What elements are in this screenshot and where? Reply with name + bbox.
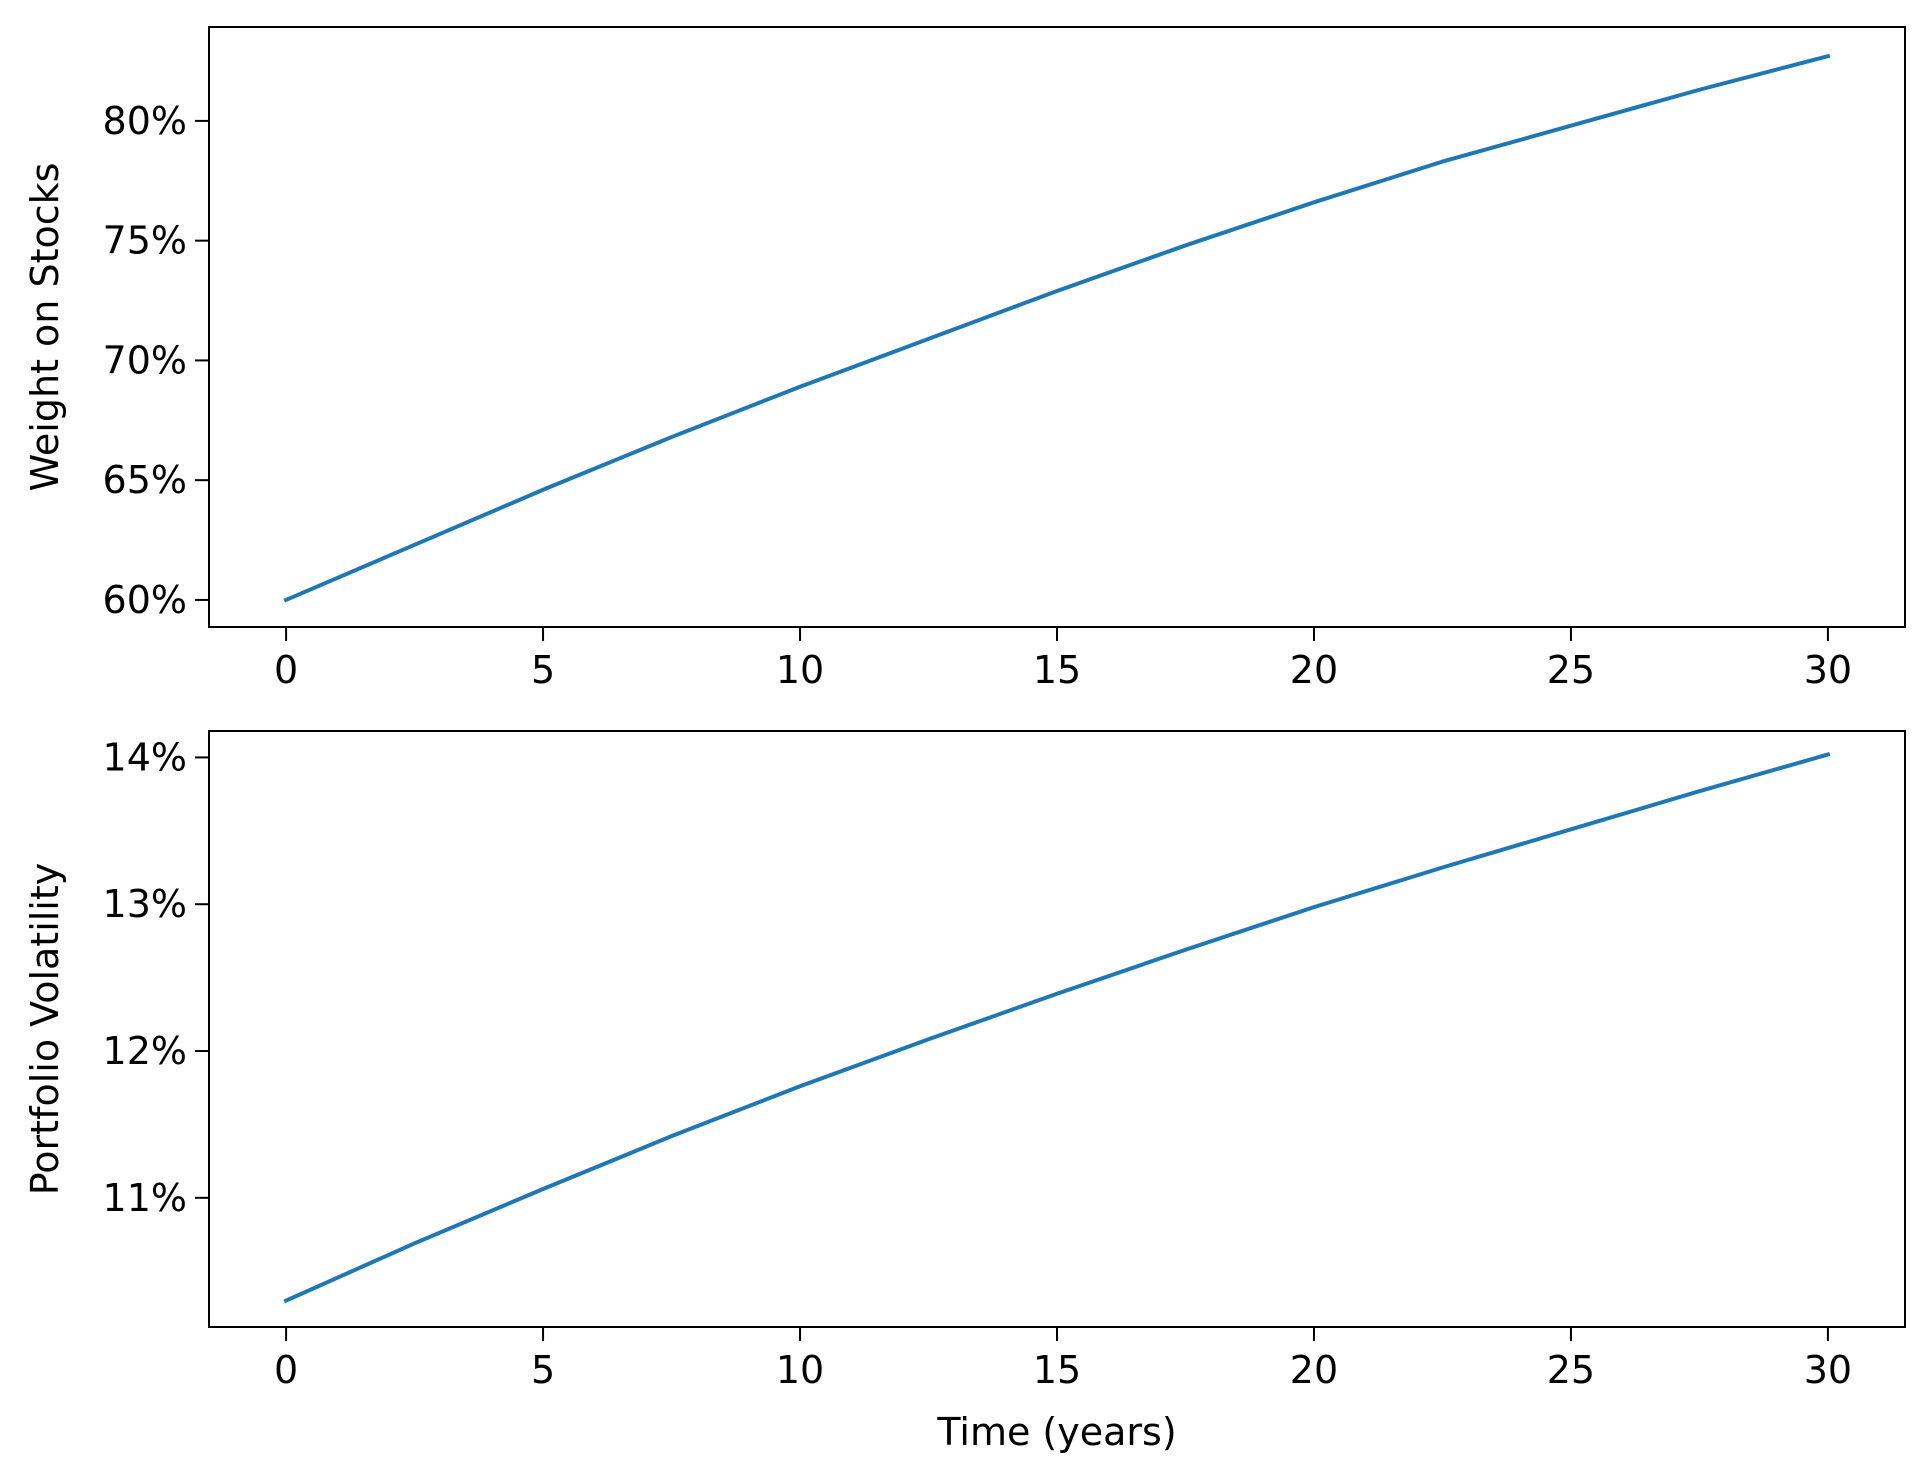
y-tick-label: 11% — [103, 1176, 187, 1220]
axes-frame — [208, 26, 1906, 628]
x-tick-label: 10 — [776, 1348, 824, 1392]
axes-frame — [208, 730, 1906, 1328]
y-tick-label: 60% — [103, 578, 187, 622]
y-axis-label: Weight on Stocks — [23, 163, 67, 492]
y-tick-label: 70% — [103, 338, 187, 382]
x-tick-label: 5 — [531, 1348, 555, 1392]
x-tick-label: 0 — [274, 1348, 298, 1392]
y-tick-label: 14% — [103, 735, 187, 779]
x-axis-label: Time (years) — [936, 1410, 1176, 1454]
y-axis-label: Portfolio Volatility — [23, 863, 67, 1196]
data-line — [283, 53, 1831, 603]
y-tick-label: 12% — [103, 1029, 187, 1073]
x-tick-label: 20 — [1290, 648, 1338, 692]
x-tick-label: 10 — [776, 648, 824, 692]
x-tick-label: 5 — [531, 648, 555, 692]
x-tick-label: 25 — [1547, 1348, 1595, 1392]
x-tick-label: 30 — [1804, 1348, 1852, 1392]
x-tick-label: 25 — [1547, 648, 1595, 692]
y-tick-label: 75% — [103, 219, 187, 263]
x-tick-label: 15 — [1033, 1348, 1081, 1392]
y-tick-label: 65% — [103, 458, 187, 502]
y-tick-label: 13% — [103, 882, 187, 926]
x-tick-label: 20 — [1290, 1348, 1338, 1392]
x-tick-label: 0 — [274, 648, 298, 692]
x-tick-label: 15 — [1033, 648, 1081, 692]
x-tick-label: 30 — [1804, 648, 1852, 692]
data-line — [283, 752, 1831, 1304]
y-tick-label: 80% — [103, 99, 187, 143]
